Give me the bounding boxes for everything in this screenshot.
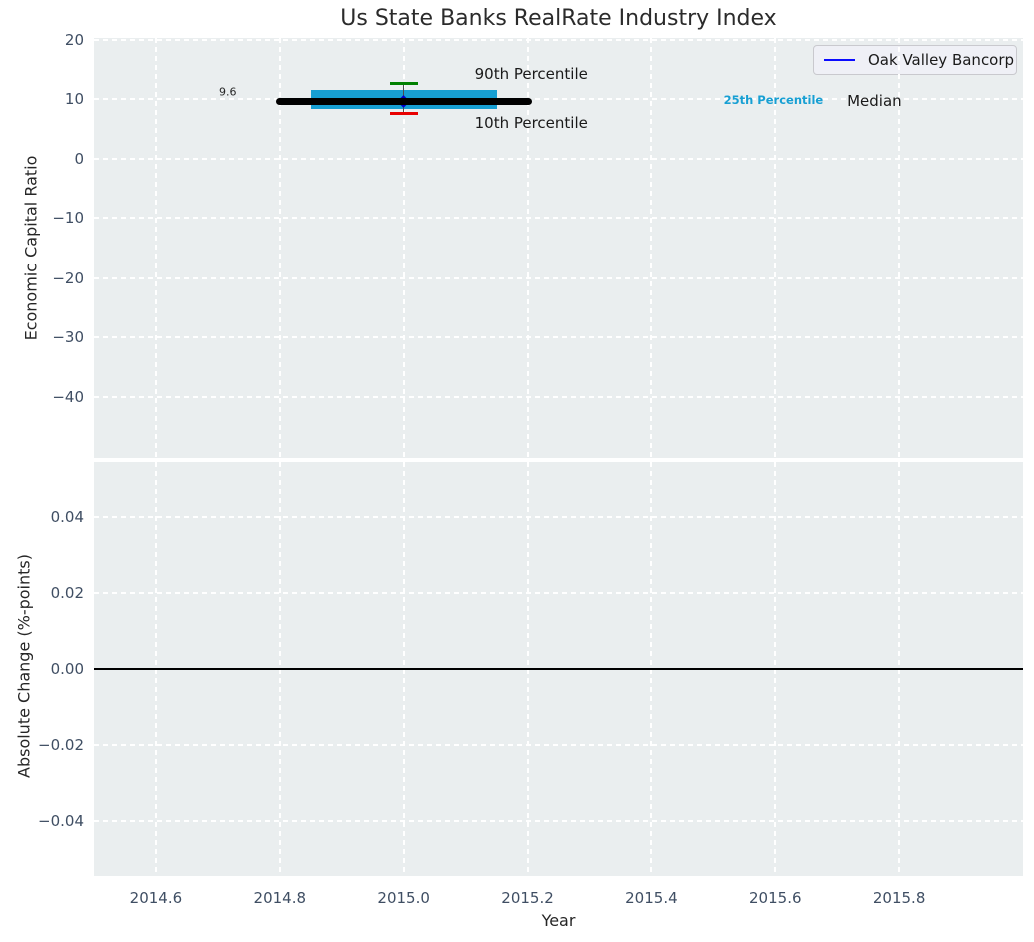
gridline-y [94,395,1023,398]
x-tick-label: 2015.6 [749,889,802,907]
gridline-y [94,157,1023,160]
x-tick-label: 2014.8 [253,889,307,907]
gridline-x [154,38,157,458]
gridline-y [94,336,1023,339]
gridline-x [526,38,529,458]
gridline-y [94,217,1023,220]
annotation-90th-percentile: 90th Percentile [474,64,588,83]
legend-line-icon [824,58,855,62]
x-tick-label: 2015.4 [625,889,678,907]
y-tick-label: 0.00 [50,660,84,678]
y-tick-label: 0.02 [50,584,84,603]
gridline-y [94,276,1023,279]
gridline-y [94,516,1023,519]
annotation-median: Median [847,92,902,111]
industry-index-plot [94,38,1023,458]
x-tick-label: 2015.2 [501,889,554,907]
gridline-x [402,38,405,458]
annotation-10th-percentile: 10th Percentile [474,114,588,133]
gridline-x [774,38,777,458]
gridline-y [94,819,1023,822]
y-tick-label: −0.04 [38,811,84,830]
zero-line [94,668,1023,671]
legend-label: Oak Valley Bancorp [868,51,1015,69]
median-line [275,98,532,106]
y-tick-label: −0.02 [38,735,84,754]
p90-cap [389,81,418,85]
x-axis-label-year: Year [541,911,576,930]
y-tick-label: −40 [52,387,84,406]
y-tick-label: −10 [52,209,84,228]
y-tick-label: −20 [52,268,84,287]
y-tick-label: 0.04 [50,508,84,527]
gridline-x [650,38,653,458]
x-tick-label: 2014.6 [129,889,183,907]
gridline-y [94,592,1023,595]
y-tick-label: −30 [52,328,84,347]
y-tick-label: 10 [64,90,84,109]
gridline-x [898,38,901,458]
x-tick-label: 2015.0 [377,889,430,907]
p10-cap [389,112,418,116]
annotation-9-6: 9.6 [219,85,237,99]
x-tick-label: 2015.8 [872,889,926,907]
gridline-y [94,98,1023,101]
annotation-25th-percentile: 25th Percentile [723,92,824,107]
y-tick-label: 0 [74,149,84,168]
y-axis-label-economic-capital-ratio: Economic Capital Ratio [21,155,41,341]
y-tick-label: 20 [64,30,84,49]
legend: Oak Valley Bancorp [813,45,1017,75]
chart-title: Us State Banks RealRate Industry Index [340,6,777,31]
gridline-y [94,743,1023,746]
gridline-x [278,38,281,458]
gridline-y [94,38,1023,41]
